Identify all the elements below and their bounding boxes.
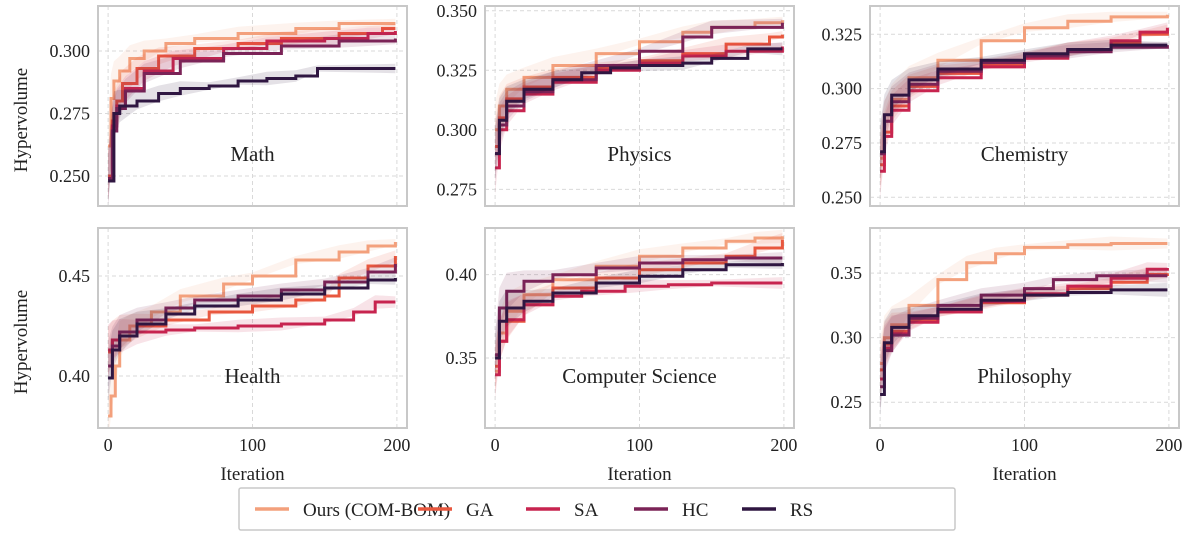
series-line-hc	[880, 274, 1168, 389]
panel-frame	[869, 227, 1180, 429]
band-ours-com-bom	[880, 236, 1168, 387]
series-line-hc	[880, 45, 1169, 156]
series-line-hc	[495, 22, 784, 156]
legend: Ours (COM-BOM) GA SA HC RS	[238, 487, 956, 531]
panel-title: Health	[225, 364, 281, 388]
panel-frame	[484, 5, 795, 207]
series-line-rs	[495, 47, 783, 156]
ytick-label: 0.35	[831, 263, 863, 283]
panel-title: Physics	[607, 142, 671, 166]
xtick-label: 200	[383, 435, 410, 455]
ytick-label: 0.275	[50, 104, 91, 124]
xtick-label: 200	[1155, 435, 1182, 455]
plot-area	[495, 16, 784, 195]
panel-frame	[869, 5, 1180, 207]
plot-area	[880, 236, 1169, 418]
band-ga	[108, 250, 396, 378]
y-axis-label: Hypervolume	[11, 68, 32, 172]
series-line-hc	[108, 38, 397, 180]
panel-frame	[484, 227, 795, 429]
ytick-label: 0.30	[831, 328, 863, 348]
x-axis-label: Iteration	[992, 464, 1057, 485]
panel-chemistry: 0.250 0.275 0.300 0.325 Chemistry	[822, 5, 1180, 207]
legend-label-hc: HC	[682, 500, 708, 521]
plot-area	[108, 18, 397, 206]
legend-box	[238, 487, 956, 531]
panel-philosophy: 0.25 0.30 0.35 0 100 200 Iteration Philosophy	[831, 227, 1182, 485]
ytick-label: 0.350	[437, 1, 478, 21]
series-line-rs	[495, 263, 784, 360]
ytick-label: 0.300	[50, 41, 91, 61]
legend-label-sa: SA	[574, 500, 599, 521]
plot-area	[495, 229, 784, 399]
plot-area	[880, 11, 1169, 199]
ytick-label: 0.25	[831, 392, 863, 412]
band-ours-com-bom	[880, 11, 1168, 186]
ytick-label: 0.300	[822, 79, 863, 99]
ytick-label: 0.325	[437, 60, 478, 80]
series-line-rs	[880, 288, 1168, 396]
panel-frame	[97, 5, 408, 207]
ytick-label: 0.40	[446, 265, 478, 285]
band-rs	[108, 63, 396, 206]
ytick-label: 0.250	[822, 187, 863, 207]
xtick-label: 100	[239, 435, 266, 455]
xtick-label: 0	[491, 435, 500, 455]
ytick-label: 0.250	[50, 166, 91, 186]
ytick-label: 0.275	[437, 179, 478, 199]
xtick-label: 100	[626, 435, 653, 455]
ytick-label: 0.300	[437, 120, 478, 140]
plot-area	[108, 239, 397, 428]
series-line-rs	[108, 67, 396, 183]
x-axis-label: Iteration	[220, 464, 285, 485]
panel-title: Math	[230, 142, 275, 166]
panel-frame	[97, 227, 408, 429]
band-sa	[108, 295, 396, 376]
ytick-label: 0.275	[822, 133, 863, 153]
legend-label-ga: GA	[466, 500, 494, 521]
band-ours-com-bom	[495, 229, 783, 395]
band-ga	[880, 24, 1168, 192]
band-rs	[495, 257, 783, 382]
ytick-label: 0.40	[59, 366, 91, 386]
series-line-rs	[108, 278, 397, 380]
xtick-label: 0	[104, 435, 113, 455]
ytick-label: 0.35	[446, 348, 478, 368]
panel-math: 0.250 0.275 0.300 Hypervolume Math	[11, 5, 408, 207]
x-axis-label: Iteration	[607, 464, 672, 485]
xtick-label: 100	[1011, 435, 1038, 455]
panel-computer-science: 0.35 0.40 0 100 200 Iteration Computer Science	[446, 227, 797, 485]
band-rs	[108, 271, 396, 404]
series-line-sa	[495, 46, 784, 170]
ytick-label: 0.45	[59, 266, 91, 286]
band-rs	[495, 42, 783, 181]
panel-health: 0.40 0.45 0 100 200 Iteration Hypervolume Healt…	[11, 227, 410, 485]
legend-label-ours-com-bom: Ours (COM-BOM)	[303, 500, 450, 521]
panel-physics: 0.275 0.300 0.325 0.350 Physics	[437, 1, 795, 207]
series-line-rs	[880, 43, 1168, 154]
panel-title: Philosophy	[977, 364, 1072, 388]
ytick-label: 0.325	[822, 24, 863, 44]
series-line-sa	[495, 281, 783, 377]
y-axis-label: Hypervolume	[11, 290, 32, 394]
xtick-label: 0	[876, 435, 885, 455]
panel-title: Chemistry	[981, 142, 1069, 166]
series-line-ours-com-bom	[108, 22, 396, 148]
legend-label-rs: RS	[790, 500, 813, 521]
panel-title: Computer Science	[562, 364, 717, 388]
xtick-label: 200	[770, 435, 797, 455]
series-line-ours-com-bom	[108, 242, 397, 418]
